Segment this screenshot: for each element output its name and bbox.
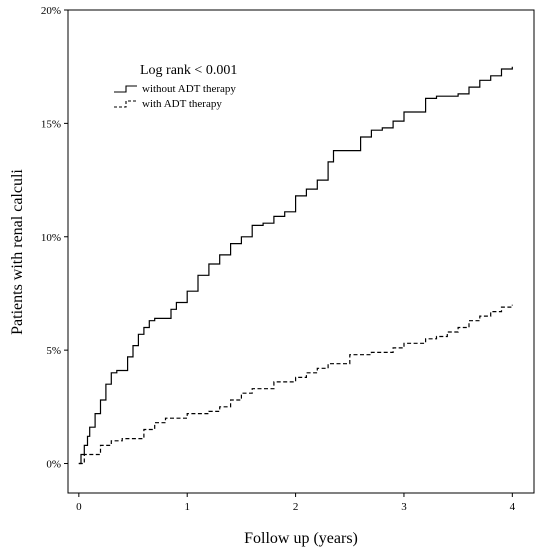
x-tick-label: 3 xyxy=(401,501,407,513)
series-line-with-adt xyxy=(78,304,513,465)
y-tick-label: 0% xyxy=(46,459,61,471)
y-axis-title: Patients with renal calculi xyxy=(9,169,26,335)
x-tick-label: 4 xyxy=(510,501,516,513)
x-tick-label: 1 xyxy=(184,501,190,513)
x-axis-title: Follow up (years) xyxy=(244,530,358,547)
legend: Log rank < 0.001 without ADT therapy wit… xyxy=(114,63,237,110)
x-tick-label: 2 xyxy=(293,501,299,513)
y-tick-label: 5% xyxy=(46,345,61,357)
legend-swatch-with-adt xyxy=(114,100,137,108)
y-axis-ticks: 0% 5% 10% 15% 20% xyxy=(41,5,68,471)
y-tick-label: 15% xyxy=(41,118,61,130)
y-tick-label: 10% xyxy=(41,232,61,244)
legend-label-without-adt: without ADT therapy xyxy=(142,83,236,95)
series-layer xyxy=(78,66,513,465)
legend-swatch-without-adt xyxy=(114,85,137,93)
x-axis-ticks: 0 1 2 3 4 xyxy=(76,493,516,513)
plot-frame xyxy=(67,9,535,494)
x-tick-label: 0 xyxy=(76,501,82,513)
y-tick-label: 20% xyxy=(41,5,61,17)
legend-label-with-adt: with ADT therapy xyxy=(142,98,222,110)
series-line-without-adt xyxy=(78,66,513,465)
legend-title: Log rank < 0.001 xyxy=(140,63,237,78)
